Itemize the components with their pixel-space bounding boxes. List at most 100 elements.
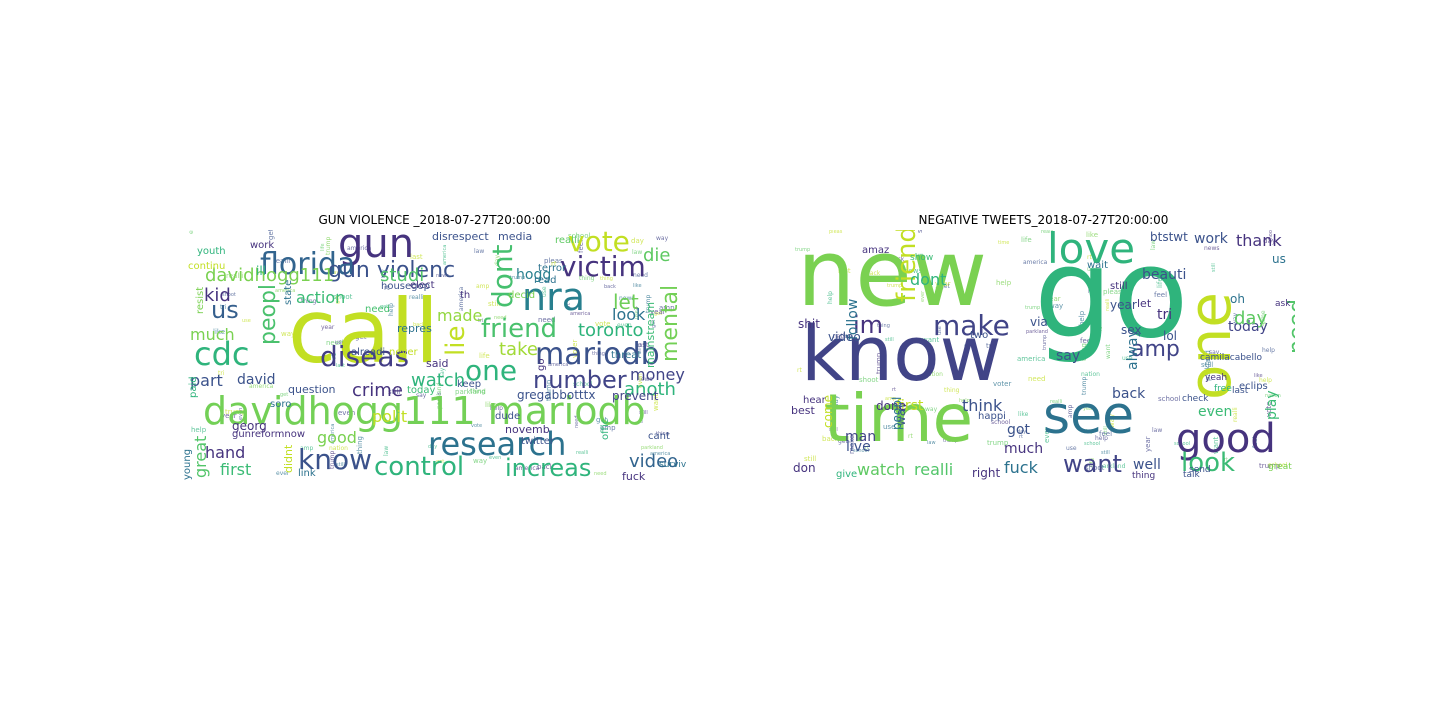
wordcloud-filler-word: get xyxy=(355,333,367,341)
wordcloud-filler-word: trump xyxy=(943,438,959,444)
wordcloud-filler-word: year xyxy=(1083,406,1095,412)
wordcloud-filler-word: school xyxy=(991,419,1011,426)
wordcloud-filler-word: news xyxy=(436,273,449,279)
wordcloud-filler-word: parkland xyxy=(1026,329,1048,335)
wordcloud-word: still xyxy=(1110,281,1128,292)
wordcloud-word: great xyxy=(1268,462,1292,472)
wordcloud-filler-word: shoot xyxy=(1085,464,1105,472)
wordcloud-filler-word: thing xyxy=(656,431,669,437)
wordcloud-word: well xyxy=(1133,457,1161,473)
wordcloud-filler-word: need xyxy=(494,315,507,321)
wordcloud-word: much xyxy=(1004,441,1044,457)
wordcloud-filler-word: rt xyxy=(964,343,969,350)
wordcloud-filler-word: get xyxy=(380,304,389,310)
wordcloud-word: shit xyxy=(798,317,820,331)
wordcloud-word: video xyxy=(828,330,861,344)
wordcloud-word: ill xyxy=(256,264,267,278)
wordcloud-word: back xyxy=(1112,386,1146,402)
wordcloud-filler-word: america xyxy=(548,362,569,368)
wordcloud-filler-word: law xyxy=(927,440,936,446)
wordcloud-filler-word: still xyxy=(388,388,401,396)
wordcloud-word: gun xyxy=(338,230,415,267)
wordcloud-filler-word: need xyxy=(538,316,556,324)
wordcloud-filler-word: get xyxy=(596,416,608,424)
wordcloud-word: diseas xyxy=(320,340,410,373)
wordcloud-word: good xyxy=(1176,416,1276,462)
wordcloud-filler-word: life xyxy=(1021,236,1032,244)
wordcloud-filler-word: law xyxy=(474,248,485,255)
wordcloud-filler-word: tri xyxy=(986,342,994,350)
wordcloud-word: read xyxy=(534,275,557,286)
wordcloud-filler-word: pleas xyxy=(1103,288,1122,296)
wordcloud-word: show xyxy=(910,253,934,263)
wordcloud-word: florida xyxy=(260,247,356,282)
wordcloud-filler-word: thing xyxy=(592,351,605,357)
wordcloud-word: repres xyxy=(397,322,432,335)
wordcloud-word: state xyxy=(283,279,294,305)
wordcloud-filler-word: still xyxy=(336,462,345,468)
wordcloud-word: made xyxy=(437,306,483,325)
wordcloud-filler-word: america xyxy=(1017,355,1046,363)
wordcloud-word: eclips xyxy=(1239,381,1268,392)
wordcloud-word: vote xyxy=(568,230,630,258)
wordcloud-filler-word: even xyxy=(489,455,502,461)
wordcloud-filler-word: realli xyxy=(1041,230,1054,235)
wordcloud-word: threat xyxy=(611,350,642,361)
wordcloud-word: hogg xyxy=(516,267,552,283)
wordcloud-filler-word: year xyxy=(1144,436,1152,452)
wordcloud-filler-word: tri xyxy=(218,370,225,377)
wordcloud-word: play xyxy=(1264,390,1280,420)
wordcloud-filler-word: still xyxy=(804,455,817,463)
wordcloud-filler-word: use xyxy=(242,318,251,324)
wordcloud-filler-word: school xyxy=(1174,441,1191,447)
wordcloud-filler-word: way xyxy=(1049,302,1064,310)
wordcloud-word: cant xyxy=(648,431,670,442)
wordcloud-filler-word: law xyxy=(1152,427,1163,434)
wordcloud-filler-word: rt xyxy=(384,284,390,292)
wordcloud-filler-word: school xyxy=(568,232,591,240)
wordcloud-filler-word: help xyxy=(959,398,970,404)
wordcloud-filler-word: shoot xyxy=(222,292,236,298)
wordcloud-word: us xyxy=(1272,252,1286,266)
wordcloud-filler-word: parkland xyxy=(1099,463,1126,470)
wordcloud-word: see xyxy=(1043,386,1135,446)
wordcloud-word: let xyxy=(1137,297,1152,310)
wordcloud-word: soro xyxy=(270,399,292,410)
wordcloud-filler-word: vote xyxy=(471,423,483,429)
wordcloud-word: done xyxy=(876,399,906,413)
wordcloud-word: great xyxy=(191,435,210,478)
wordcloud-filler-word: want xyxy=(922,336,940,344)
wordcloud-filler-word: feel xyxy=(1080,337,1094,345)
wordcloud-word: thank xyxy=(1236,231,1282,250)
wordcloud-filler-word: help xyxy=(1259,377,1272,384)
wordcloud-word: link xyxy=(298,468,316,479)
wordcloud-word: crime xyxy=(352,380,403,401)
wordcloud-filler-word: still xyxy=(1201,361,1214,369)
wordcloud-word: friend xyxy=(481,314,558,344)
wordcloud-filler-word: rt xyxy=(551,260,557,268)
wordcloud-word: free xyxy=(1214,384,1232,394)
wordcloud-filler-word: voter xyxy=(993,380,1012,388)
wordcloud-word: even xyxy=(1198,404,1233,420)
wordcloud-word: twitter xyxy=(521,436,554,447)
wordcloud-word: happi xyxy=(978,411,1006,422)
wordcloud-filler-word: america xyxy=(1023,259,1048,266)
wordcloud-filler-word: rt xyxy=(908,433,913,440)
wordcloud-filler-word: shoot xyxy=(333,293,353,301)
wordcloud-word: amp xyxy=(1131,337,1180,362)
wordcloud-filler-word: america xyxy=(650,451,671,457)
wordcloud-word: good xyxy=(317,428,357,447)
wordcloud-filler-word: help xyxy=(1095,435,1108,442)
wordcloud-filler-word: use xyxy=(1087,266,1098,273)
wordcloud-word: elect xyxy=(410,280,435,291)
wordcloud-word: need xyxy=(365,304,390,315)
wordcloud-word: housegop xyxy=(381,281,430,292)
wordcloud-filler-word: still xyxy=(488,300,501,308)
wordcloud-filler-word: day xyxy=(1084,429,1094,435)
wordcloud-word: action xyxy=(296,288,346,307)
wordcloud-filler-word: tri xyxy=(220,304,227,311)
wordcloud-word: peopl xyxy=(890,396,904,430)
wordcloud-word: know xyxy=(298,443,372,476)
wordcloud-filler-word: feel xyxy=(1099,430,1113,438)
wordcloud-filler-word: nation xyxy=(1081,371,1100,378)
